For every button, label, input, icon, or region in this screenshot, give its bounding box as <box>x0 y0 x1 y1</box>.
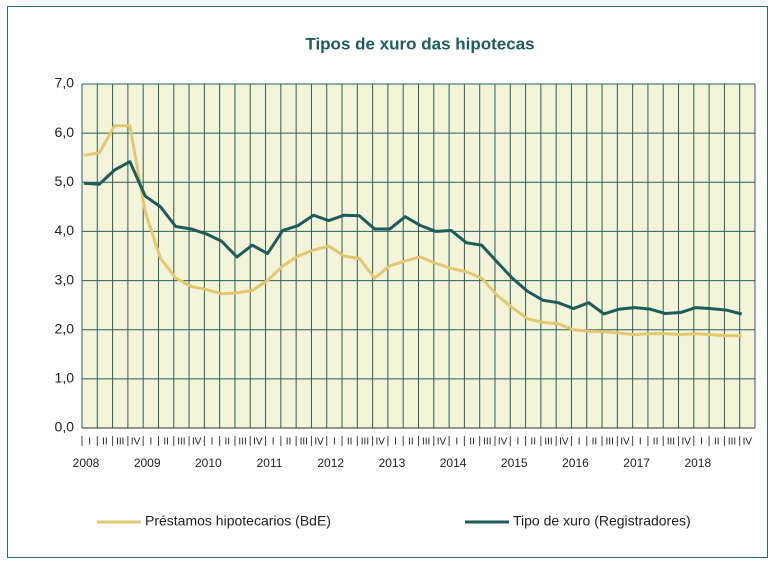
x-tick-label: I <box>455 437 458 448</box>
x-tick-label: III <box>422 437 430 448</box>
x-tick-label: IV <box>437 437 447 448</box>
y-tick-label: 4,0 <box>55 222 75 238</box>
x-year-label: 2013 <box>379 456 406 470</box>
x-tick-label: III <box>177 437 185 448</box>
x-tick-label: II <box>530 437 536 448</box>
x-tick-label: III <box>544 437 552 448</box>
chart-title: Tipos de xuro das hipotecas <box>305 34 534 53</box>
y-tick-label: 1,0 <box>55 370 75 386</box>
x-tick-label: II <box>163 437 169 448</box>
data-line <box>83 160 743 316</box>
x-year-label: 2014 <box>440 456 467 470</box>
x-tick-label: II <box>102 437 108 448</box>
x-year-label: 2012 <box>317 456 344 470</box>
legend-label: Tipo de xuro (Registradores) <box>513 513 691 529</box>
x-tick-label: IV <box>314 437 324 448</box>
legend-label: Préstamos hipotecarios (BdE) <box>145 513 331 529</box>
x-tick-label: IV <box>559 437 569 448</box>
y-tick-label: 2,0 <box>55 320 75 336</box>
x-year-label: 2010 <box>195 456 222 470</box>
x-tick-label: II <box>225 437 231 448</box>
y-tick-label: 0,0 <box>55 419 75 435</box>
x-tick-label: I <box>272 437 275 448</box>
x-tick-label: IV <box>620 437 630 448</box>
x-tick-label: II <box>592 437 598 448</box>
y-tick-label: 6,0 <box>55 124 75 140</box>
x-year-label: 2008 <box>73 456 100 470</box>
x-tick-label: IV <box>192 437 202 448</box>
x-tick-label: I <box>394 437 397 448</box>
x-tick-label: I <box>517 437 520 448</box>
x-tick-label: III <box>728 437 736 448</box>
x-year-label: 2009 <box>134 456 161 470</box>
y-tick-label: 3,0 <box>55 271 75 287</box>
x-tick-label: II <box>286 437 292 448</box>
x-tick-label: I <box>333 437 336 448</box>
x-tick-label: IV <box>743 437 753 448</box>
x-tick-label: II <box>347 437 353 448</box>
x-tick-label: II <box>408 437 414 448</box>
x-year-label: 2016 <box>562 456 589 470</box>
x-tick-label: III <box>116 437 124 448</box>
x-year-label: 2015 <box>501 456 528 470</box>
x-tick-label: II <box>469 437 475 448</box>
x-year-label: 2017 <box>623 456 650 470</box>
y-tick-label: 5,0 <box>55 173 75 189</box>
x-year-label: 2018 <box>684 456 711 470</box>
x-tick-label: I <box>211 437 214 448</box>
x-tick-label: II <box>714 437 720 448</box>
x-tick-label: III <box>361 437 369 448</box>
x-tick-label: III <box>300 437 308 448</box>
x-tick-label: IV <box>376 437 386 448</box>
x-tick-label: IV <box>498 437 508 448</box>
x-tick-label: IV <box>131 437 141 448</box>
data-line <box>83 124 742 338</box>
x-tick-label: III <box>238 437 246 448</box>
x-year-label: 2011 <box>257 456 283 470</box>
x-tick-label: I <box>149 437 152 448</box>
x-tick-label: III <box>667 437 675 448</box>
x-tick-label: I <box>578 437 581 448</box>
x-tick-label: I <box>639 437 642 448</box>
x-tick-label: II <box>653 437 659 448</box>
x-tick-label: I <box>88 437 91 448</box>
x-tick-label: III <box>483 437 491 448</box>
x-tick-label: I <box>700 437 703 448</box>
x-tick-label: IV <box>681 437 691 448</box>
y-tick-label: 7,0 <box>55 75 75 91</box>
x-tick-label: IV <box>253 437 263 448</box>
x-tick-label: III <box>606 437 614 448</box>
